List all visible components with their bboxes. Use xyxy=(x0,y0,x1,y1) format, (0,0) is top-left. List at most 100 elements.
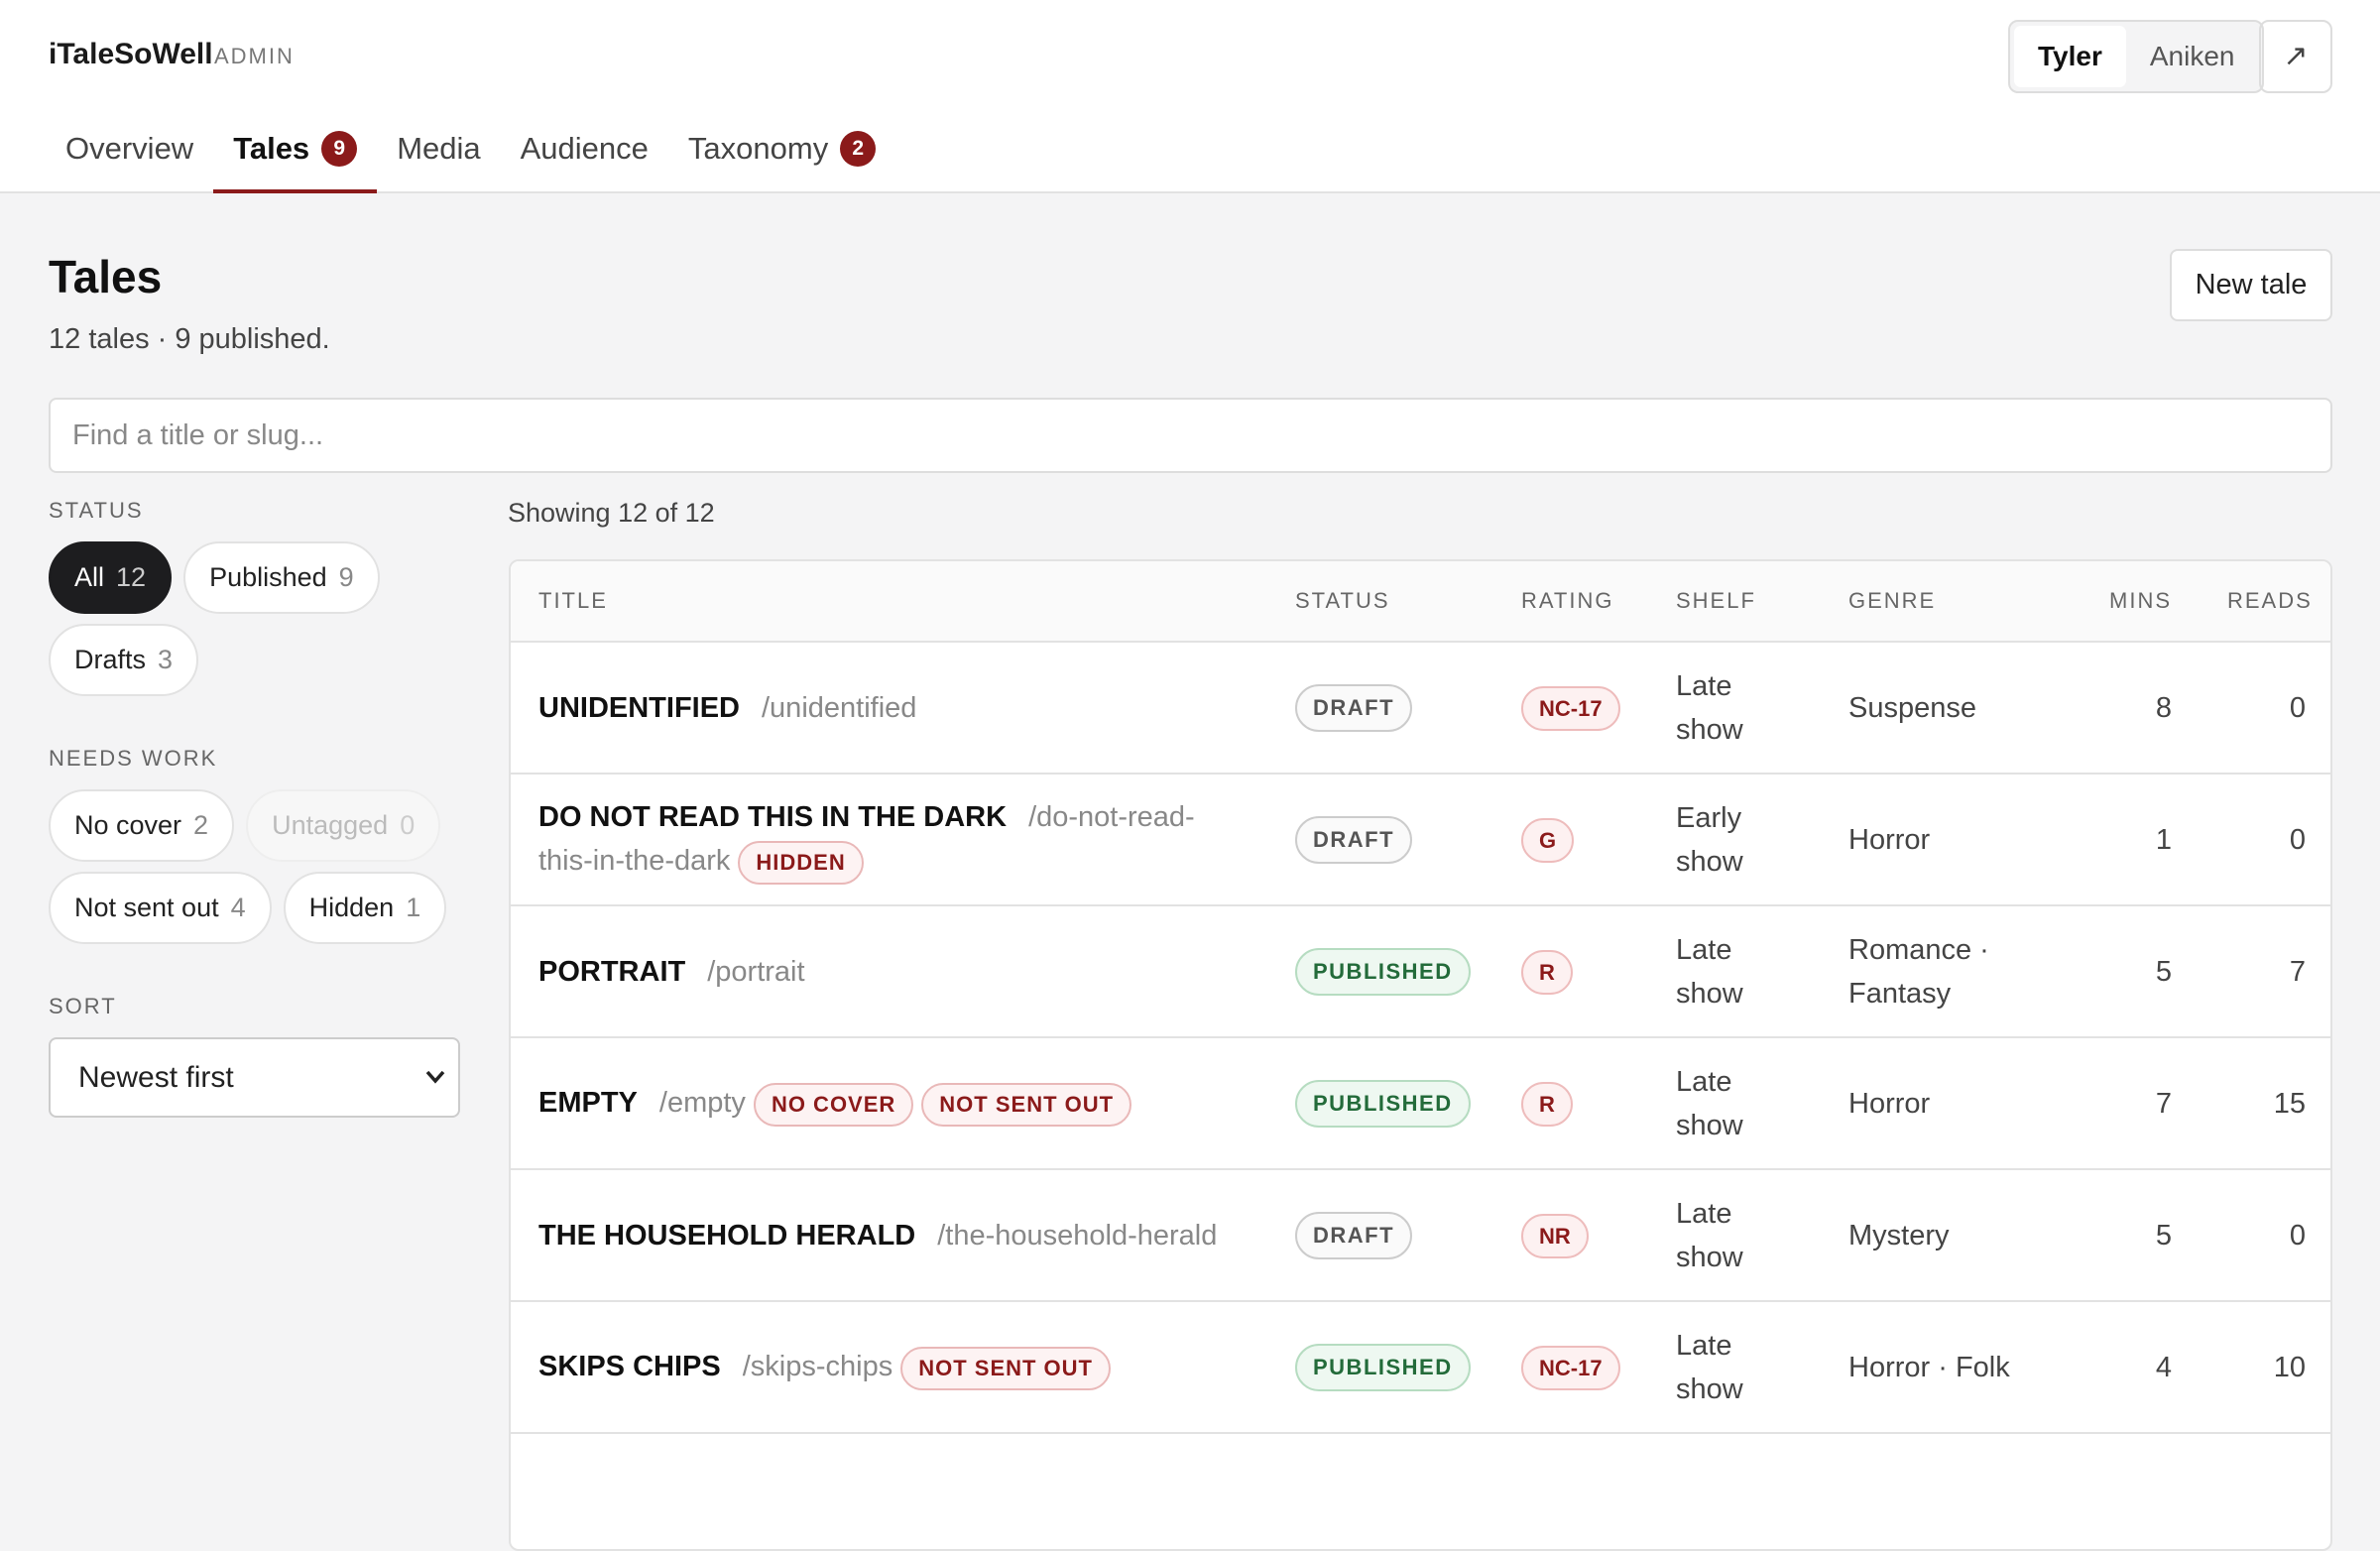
status-pill: DRAFT xyxy=(1295,815,1413,864)
filter-chip[interactable]: Published 9 xyxy=(183,541,380,614)
table-row[interactable]: PORTRAIT/portrait PUBLISHED R Late show Roma… xyxy=(511,905,2330,1038)
chip-count: 0 xyxy=(400,810,416,840)
flag-pill: NOT SENT OUT xyxy=(900,1346,1111,1390)
rating-cell: NR xyxy=(1493,1169,1648,1302)
admin-badge: ADMIN xyxy=(214,44,295,68)
status-cell: PUBLISHED xyxy=(1267,1301,1493,1434)
rating-cell: R xyxy=(1493,1037,1648,1170)
filter-heading: NEEDS WORK xyxy=(49,746,218,771)
rating-pill: G xyxy=(1521,817,1575,863)
chip-label: Untagged xyxy=(272,810,389,840)
chip-label: Hidden xyxy=(308,893,395,922)
table-row[interactable]: SKIPS CHIPS/skips-chips NOT SENT OUT PUBLI… xyxy=(511,1301,2330,1434)
mins-cell: 5 xyxy=(2055,905,2200,1038)
user[interactable]: Aniken xyxy=(2149,41,2235,71)
brand[interactable]: iTaleSoWell xyxy=(49,38,213,70)
tale-slug: /the-household-herald xyxy=(937,1219,1218,1252)
user[interactable]: Tyler xyxy=(2014,26,2126,87)
external-link[interactable]: ↗ xyxy=(2259,20,2332,93)
genre-cell: Suspense xyxy=(1821,642,2055,775)
flag-pill: HIDDEN xyxy=(738,840,864,885)
chip-group: All 12 Published 9 Drafts 3 xyxy=(49,541,465,696)
status-pill: DRAFT xyxy=(1295,683,1413,732)
genre-cell: Horror · Folk xyxy=(1821,1301,2055,1434)
tale-title: PORTRAIT xyxy=(538,955,686,988)
chip-group: No cover 2 Untagged 0 Not sent out 4 Hidden 1 xyxy=(49,789,465,944)
column-header: SHELF xyxy=(1648,561,1821,643)
tab-count: 9 xyxy=(321,131,358,167)
filter-chip[interactable]: Untagged 0 xyxy=(246,789,441,862)
rating-cell: NC-17 xyxy=(1493,642,1648,775)
filter-chip[interactable]: All 12 xyxy=(49,541,173,614)
chip-count: 3 xyxy=(158,645,174,674)
tale-title: SKIPS CHIPS xyxy=(538,1350,721,1382)
chevron xyxy=(425,1070,445,1084)
status-cell: PUBLISHED xyxy=(1267,905,1493,1038)
page-title: Tales xyxy=(49,251,163,302)
nav-tab[interactable]: Overview xyxy=(46,119,213,193)
flag-pill: NO COVER xyxy=(753,1082,914,1127)
column-header: MINS xyxy=(2055,561,2200,643)
table: TITLE STATUS RATING SHELF GENRE MINS READS UNID… xyxy=(509,559,2332,1551)
reads-cell: 15 xyxy=(2200,1037,2330,1170)
flag-pill: NOT SENT OUT xyxy=(921,1082,1132,1127)
showing: Showing 12 of 12 xyxy=(508,498,715,528)
table-row[interactable]: UNIDENTIFIED/unidentified DRAFT NC-17 Late … xyxy=(511,642,2330,775)
rating-cell: G xyxy=(1493,774,1648,906)
chip-label: Published xyxy=(209,562,327,592)
table-row[interactable]: EMPTY/empty NO COVER NOT SENT OUT PUBLISHED… xyxy=(511,1037,2330,1170)
tale-slug: /unidentified xyxy=(762,691,917,724)
filter-chip[interactable]: Drafts 3 xyxy=(49,624,199,696)
tale-slug: /empty xyxy=(658,1086,746,1119)
sort-select[interactable]: Newest first xyxy=(49,1037,460,1118)
status-cell: DRAFT xyxy=(1267,1169,1493,1302)
tale-title: DO NOT READ THIS IN THE DARK xyxy=(538,800,1008,833)
reads-cell: 7 xyxy=(2200,905,2330,1038)
filter-chip[interactable]: Hidden 1 xyxy=(283,872,447,944)
shelf-cell: Late show xyxy=(1648,1169,1821,1302)
chip-label: No cover xyxy=(74,810,182,840)
status-cell: PUBLISHED xyxy=(1267,1037,1493,1170)
reads-cell: 0 xyxy=(2200,1169,2330,1302)
nav-tab[interactable]: Tales 9 xyxy=(213,119,378,193)
title-cell: EMPTY/empty NO COVER NOT SENT OUT xyxy=(511,1037,1267,1170)
chip-count: 2 xyxy=(193,810,209,840)
table-row[interactable]: DO NOT READ THIS IN THE DARK/do-not-read… xyxy=(511,774,2330,906)
mins-cell: 5 xyxy=(2055,1169,2200,1302)
tale-slug: /portrait xyxy=(707,955,805,988)
column-header: STATUS xyxy=(1267,561,1493,643)
status-pill: DRAFT xyxy=(1295,1211,1413,1259)
rating-pill: NC-17 xyxy=(1521,685,1620,731)
nav-tab[interactable]: Taxonomy 2 xyxy=(668,119,895,193)
nav: Overview Tales 9 Media Audience Taxonomy 2 xyxy=(46,119,895,193)
search[interactable]: Find a title or slug... xyxy=(49,398,2332,473)
table-row[interactable]: THE HOUSEHOLD HERALD/the-household-heral… xyxy=(511,1169,2330,1302)
column-header: TITLE xyxy=(511,561,1267,643)
nav-tab[interactable]: Media xyxy=(377,119,500,193)
title-cell: PORTRAIT/portrait xyxy=(511,905,1267,1038)
status-pill: PUBLISHED xyxy=(1295,947,1471,996)
shelf-cell: Late show xyxy=(1648,1301,1821,1434)
column-header: GENRE xyxy=(1821,561,2055,643)
tale-slug: /skips-chips xyxy=(742,1350,893,1382)
reads-cell: 0 xyxy=(2200,774,2330,906)
chip-label: All xyxy=(74,562,105,592)
tale-title: THE HOUSEHOLD HERALD xyxy=(538,1219,916,1252)
chip-count: 4 xyxy=(230,893,246,922)
user-switch: Tyler Aniken xyxy=(2008,20,2265,93)
column-header: RATING xyxy=(1493,561,1648,643)
chip-label: Not sent out xyxy=(74,893,219,922)
tale-title: EMPTY xyxy=(538,1086,638,1119)
genre-cell: Horror xyxy=(1821,1037,2055,1170)
shelf-cell: Late show xyxy=(1648,1037,1821,1170)
genre-cell: Romance · Fantasy xyxy=(1821,905,2055,1038)
mins-cell: 8 xyxy=(2055,642,2200,775)
sort-value: Newest first xyxy=(78,1061,234,1094)
nav-tab[interactable]: Audience xyxy=(501,119,668,193)
new-button[interactable]: New tale xyxy=(2170,249,2332,321)
filter-chip[interactable]: No cover 2 xyxy=(49,789,235,862)
column-header: READS xyxy=(2200,561,2330,643)
rating-cell: R xyxy=(1493,905,1648,1038)
filter-chip[interactable]: Not sent out 4 xyxy=(49,872,272,944)
